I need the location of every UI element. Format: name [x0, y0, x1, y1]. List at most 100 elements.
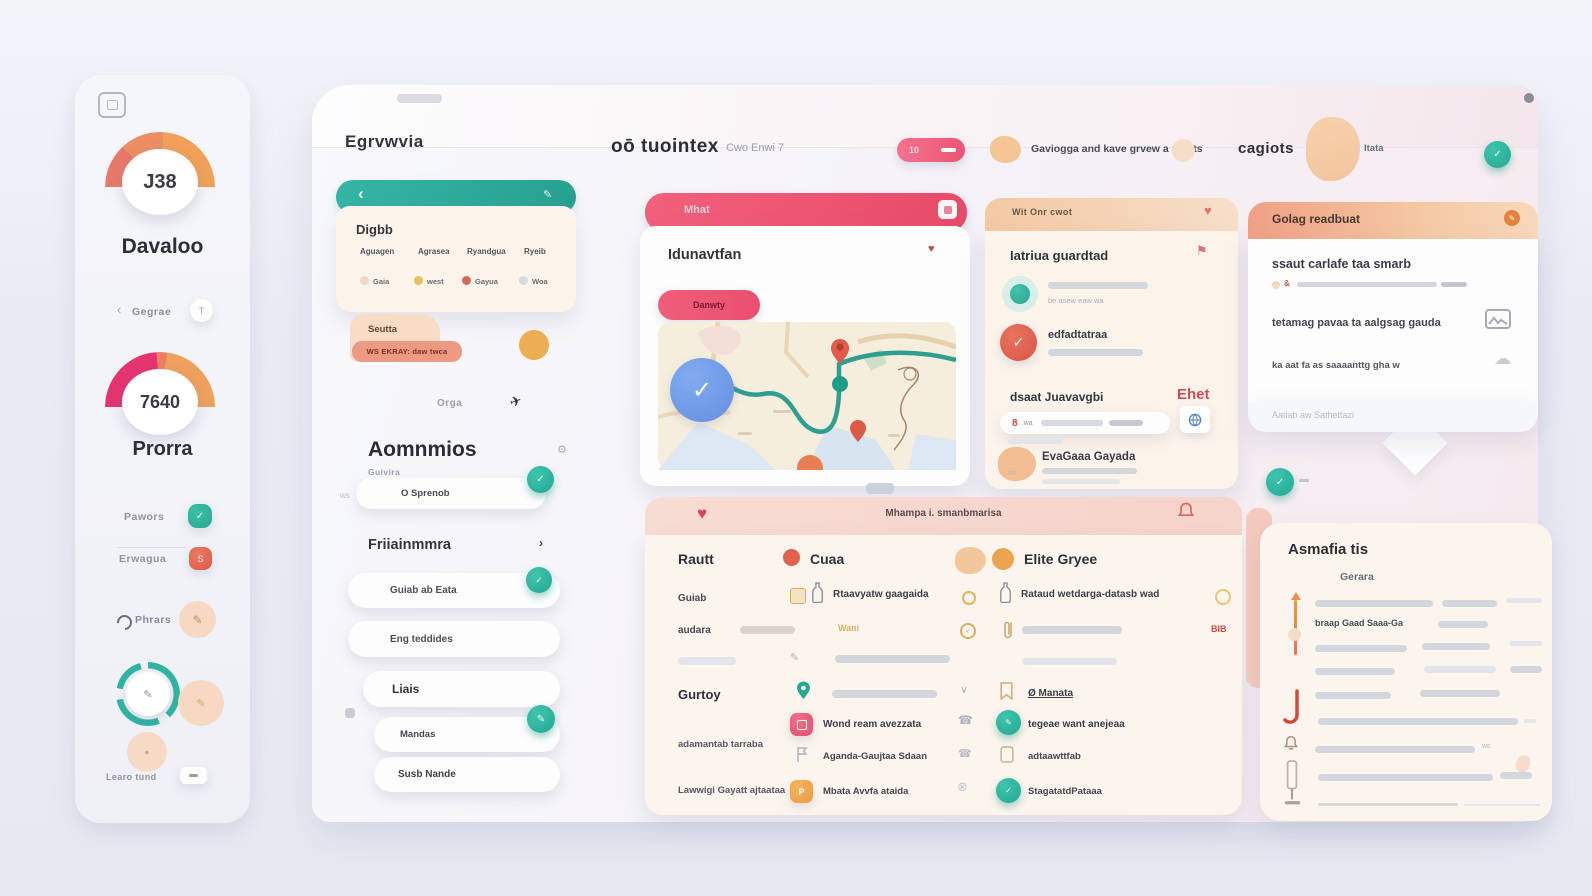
col2-pink-icon[interactable]: [790, 713, 813, 736]
gear-icon[interactable]: ⚙: [557, 444, 567, 456]
activity-item-2[interactable]: Liais: [363, 671, 560, 707]
heart-icon[interactable]: ♥: [1204, 203, 1212, 218]
count-value: 10: [909, 145, 920, 155]
map-check-marker[interactable]: ✓: [670, 358, 734, 422]
col3-teal-icon-1[interactable]: ✎: [996, 710, 1021, 735]
itinerary-header: [645, 497, 1242, 535]
progress-ring-center[interactable]: ✎: [126, 672, 170, 716]
itinerary-body: [645, 535, 1242, 815]
map-card-header: [645, 193, 967, 232]
circle-x-icon: ⊗: [957, 779, 968, 794]
legend-dot-3: [519, 276, 528, 285]
sidebar-footer-label[interactable]: Learo tund: [106, 772, 157, 782]
col2-row2: Wani: [838, 623, 860, 633]
sidebar-item-pawors[interactable]: Pawors: [124, 511, 165, 523]
section-subtitle: Itata: [1364, 143, 1384, 154]
notice-avatar[interactable]: [1172, 139, 1195, 162]
guide-confirm-icon[interactable]: ✓: [1266, 468, 1294, 496]
placeholder-line: [678, 657, 736, 665]
activity-label: Mandas: [400, 729, 436, 740]
panel-edit-icon[interactable]: ✎: [543, 189, 553, 201]
gauge-label: Davaloo: [121, 235, 204, 258]
check-ring: ✓: [960, 623, 976, 639]
col3-bullet: [992, 548, 1014, 570]
chevron-left-icon[interactable]: ‹: [117, 302, 122, 317]
peach-avatar-2[interactable]: ●: [127, 732, 167, 772]
search-confirm-icon[interactable]: ✓: [527, 466, 554, 493]
guide-badge: 8: [1012, 417, 1018, 429]
activity-label: Eng teddides: [390, 633, 453, 645]
map-action-button[interactable]: Danwty: [658, 290, 760, 320]
placeholder-line: [1424, 666, 1496, 673]
guide-header-label: Wit Onr cwot: [1012, 207, 1073, 217]
favorite-heart-icon[interactable]: ♥: [697, 504, 708, 523]
badge-letter: T: [198, 305, 205, 316]
footer-action-button[interactable]: [180, 767, 207, 784]
flag-pole-icon: [1284, 760, 1301, 805]
col2-orange-icon[interactable]: P: [790, 780, 813, 803]
tips-header-dot[interactable]: ✎: [1504, 210, 1520, 226]
placeholder-line: [1048, 349, 1143, 356]
tips-line2: tetamag pavaa ta aalgsag gauda: [1272, 317, 1441, 329]
legend-label-2: Gayua: [475, 277, 498, 286]
pawors-toggle-icon[interactable]: ✓: [188, 504, 212, 528]
window-menu-dot[interactable]: [1524, 93, 1534, 103]
window-tab-handle[interactable]: [397, 94, 442, 103]
placeholder-line: [1315, 668, 1395, 675]
activity-item-0[interactable]: Guiab ab Eata: [348, 573, 560, 608]
col3-row2[interactable]: Ø Manata: [1028, 688, 1074, 699]
hook-icon: [1283, 689, 1299, 724]
gauge-label: Prorra: [132, 438, 193, 460]
activity-3-edit-icon[interactable]: ✎: [527, 705, 555, 733]
placeholder-rule: [1464, 804, 1540, 806]
sidebar-nav-badge[interactable]: T: [190, 299, 213, 322]
activity-item-1[interactable]: Eng teddides: [348, 621, 560, 657]
edit-avatar-icon[interactable]: ✎: [179, 601, 216, 638]
promo-orange-dot[interactable]: [519, 330, 549, 360]
globe-button[interactable]: [1180, 406, 1210, 433]
col3-row1: Rataud wetdarga-datasb wad: [1021, 589, 1160, 600]
promo-link[interactable]: Orga: [437, 398, 463, 409]
chevron-right-icon[interactable]: ›: [539, 536, 543, 550]
col1-row3: adamantab tarraba: [678, 739, 764, 750]
placeholder-rule: [1318, 803, 1458, 806]
activities-title: Aomnmios: [368, 438, 477, 461]
placeholder-line: [1510, 666, 1542, 673]
tips-line1: ssaut carlafe taa smarb: [1272, 257, 1411, 271]
tips-footer-text: Aatiab aw Sathettazi: [1272, 410, 1355, 420]
scroll-handle[interactable]: [866, 483, 894, 494]
yellow-ring: [1215, 589, 1231, 605]
side-note: ws: [340, 491, 350, 500]
sidebar-nav-label[interactable]: Gegrae: [132, 306, 172, 318]
search-input[interactable]: O Sprenob: [356, 478, 546, 509]
guide-accent-link[interactable]: Ehet: [1177, 386, 1210, 403]
guide-title: Iatriua guardtad: [1010, 248, 1109, 263]
timeline-entry: braap Gaad Saaa-Ga: [1315, 618, 1404, 628]
back-button[interactable]: ‹: [358, 184, 364, 203]
tiny-dot: [1272, 281, 1280, 289]
stats-title: Digbb: [356, 222, 393, 237]
col3-teal-icon-2[interactable]: ✓: [996, 778, 1021, 803]
section-title: cagiots: [1238, 140, 1295, 157]
header-status-icon[interactable]: ✓: [1484, 141, 1511, 168]
col1-row2: audara: [678, 625, 711, 636]
erwagua-alert-icon[interactable]: S: [189, 547, 212, 570]
calendar-icon: [790, 588, 806, 604]
bell-icon[interactable]: [1176, 501, 1196, 521]
sidebar-item-erwagua[interactable]: Erwagua: [119, 553, 167, 565]
promo-pill[interactable]: WS EKRAY: daw twca: [352, 341, 462, 362]
col3-price: BIB: [1211, 624, 1227, 634]
count-pill[interactable]: 10: [897, 138, 965, 162]
promo-pill-label: WS EKRAY: daw twca: [366, 347, 448, 356]
placeholder-line: [1500, 772, 1532, 779]
peach-avatar-1[interactable]: ✎: [178, 680, 224, 726]
app-logo-icon[interactable]: [98, 92, 126, 118]
activity-item-4[interactable]: Susb Nande: [374, 757, 560, 792]
activity-0-status-icon[interactable]: ✓: [526, 567, 552, 593]
placeholder-line: [1022, 626, 1122, 634]
placeholder-line: [1297, 282, 1437, 287]
map-view[interactable]: ✓: [657, 321, 957, 481]
sidebar-item-phrars[interactable]: Phrars: [135, 614, 172, 626]
save-icon[interactable]: [938, 200, 957, 219]
